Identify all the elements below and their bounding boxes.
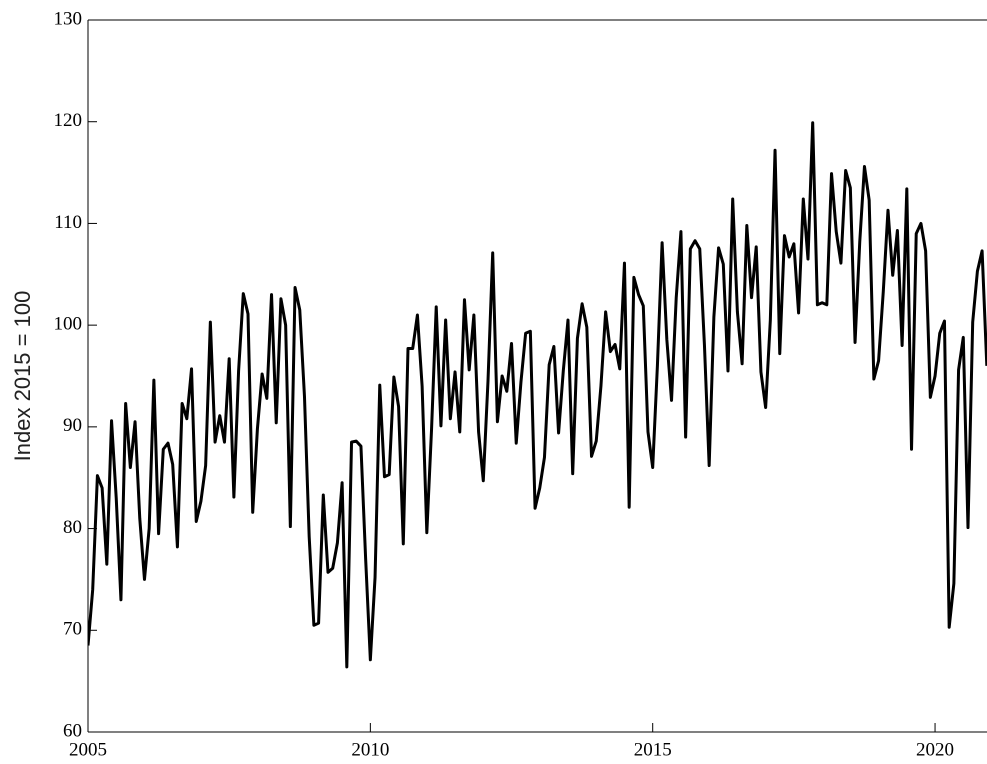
y-tick-label: 120 — [54, 110, 83, 131]
y-tick-label: 110 — [54, 212, 82, 233]
y-tick-label: 130 — [54, 8, 83, 29]
data-line — [88, 121, 987, 669]
x-tick-label: 2020 — [916, 739, 954, 760]
x-tick-label: 2010 — [351, 739, 389, 760]
y-tick-label: 60 — [63, 720, 82, 741]
y-tick-label: 70 — [63, 619, 82, 640]
y-axis-label: Index 2015 = 100 — [10, 291, 35, 462]
y-tick-label: 100 — [54, 314, 83, 335]
plot-area — [88, 121, 987, 669]
y-tick-label: 80 — [63, 517, 82, 538]
x-tick-label: 2005 — [69, 739, 107, 760]
x-tick-label: 2015 — [634, 739, 672, 760]
y-tick-label: 90 — [63, 415, 82, 436]
